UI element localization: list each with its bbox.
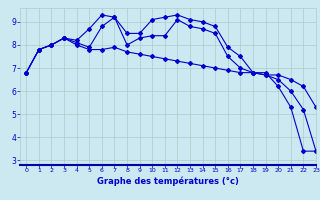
X-axis label: Graphe des températures (°c): Graphe des températures (°c) <box>97 176 239 186</box>
